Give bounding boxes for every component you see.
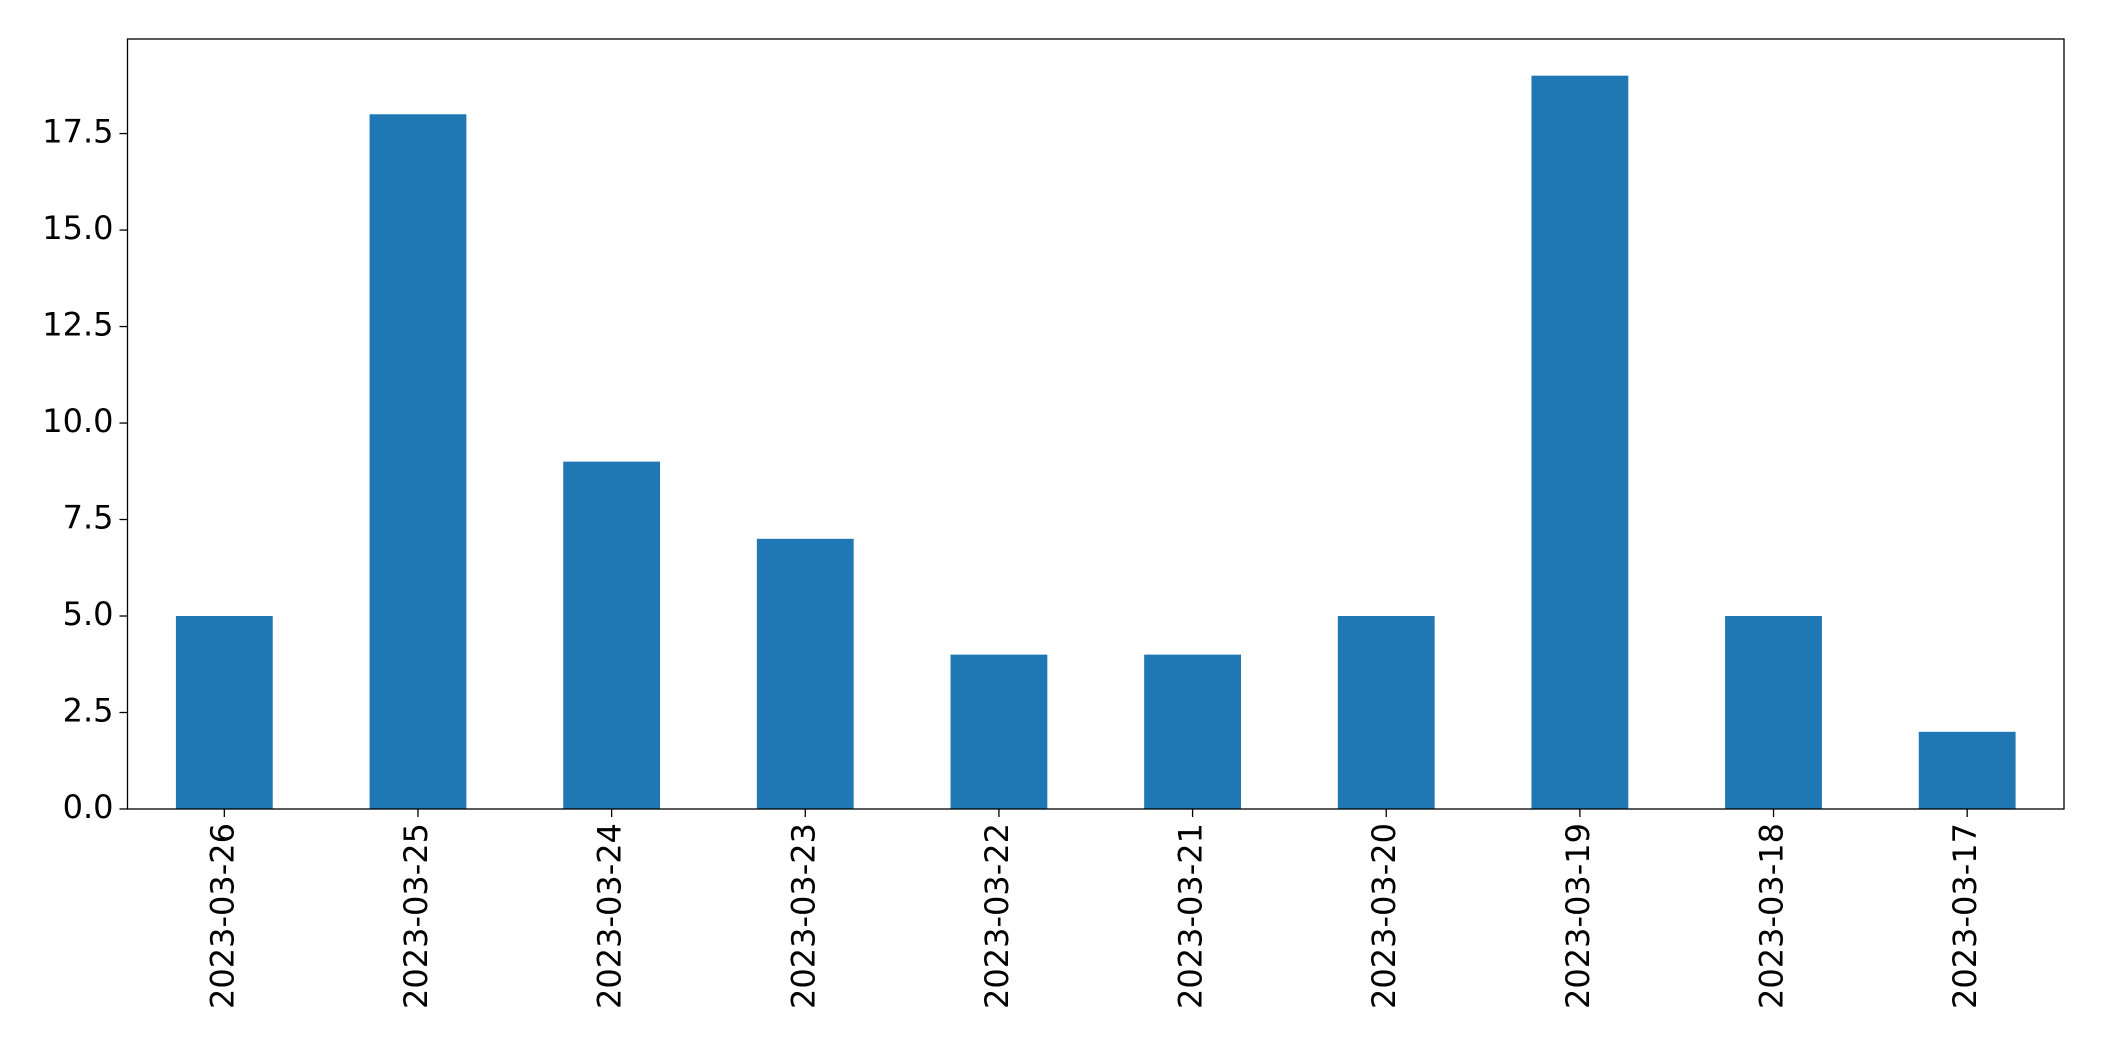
y-tick-label: 0.0 — [63, 788, 114, 826]
bar — [1725, 616, 1822, 809]
x-tick-label: 2023-03-21 — [1172, 823, 1210, 1009]
x-tick-label: 2023-03-22 — [978, 823, 1016, 1009]
x-tick-label: 2023-03-24 — [591, 823, 629, 1009]
x-tick-label: 2023-03-23 — [784, 823, 822, 1009]
bar — [1918, 731, 2016, 809]
bar — [756, 538, 854, 809]
bar — [1531, 75, 1629, 809]
bar — [1144, 654, 1241, 809]
x-tick-label: 2023-03-17 — [1946, 823, 1984, 1009]
x-tick-label: 2023-03-19 — [1559, 823, 1597, 1009]
x-tick-label: 2023-03-18 — [1753, 823, 1791, 1009]
x-tick-label: 2023-03-26 — [203, 823, 241, 1009]
y-tick-label: 2.5 — [63, 692, 114, 730]
bar — [369, 114, 467, 809]
y-tick-label: 5.0 — [63, 595, 114, 633]
y-tick-label: 15.0 — [42, 209, 113, 247]
plot-frame — [126, 38, 2065, 810]
y-tick-label: 10.0 — [42, 402, 113, 440]
bar — [950, 654, 1048, 809]
y-tick-label: 12.5 — [42, 306, 113, 344]
y-tick-label: 7.5 — [63, 499, 114, 537]
bar — [175, 616, 273, 809]
bar — [1337, 616, 1435, 809]
x-tick-label: 2023-03-25 — [397, 823, 435, 1009]
x-tick-label: 2023-03-20 — [1365, 823, 1403, 1009]
bar — [563, 461, 661, 809]
y-tick-label: 17.5 — [42, 113, 113, 151]
